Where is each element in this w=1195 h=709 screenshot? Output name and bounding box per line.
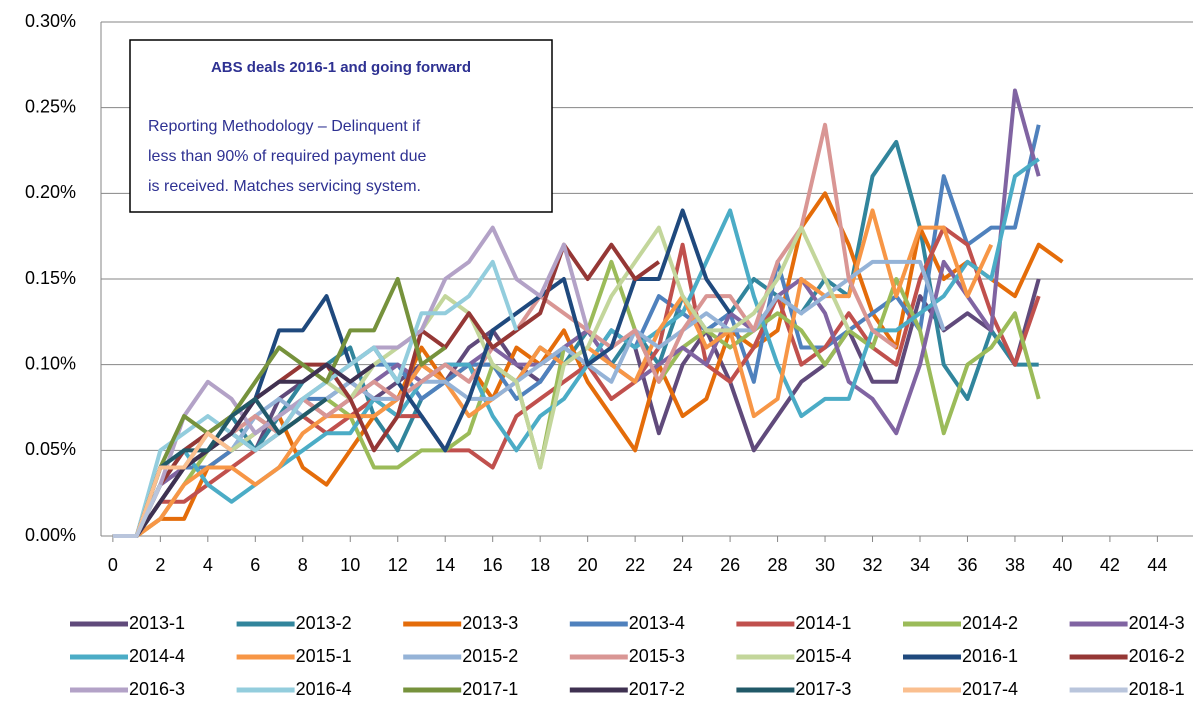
y-tick-label: 0.25% bbox=[25, 96, 76, 116]
legend-label: 2017-1 bbox=[462, 679, 518, 699]
legend-label: 2016-3 bbox=[129, 679, 185, 699]
legend-label: 2014-3 bbox=[1129, 613, 1185, 633]
series-line bbox=[112, 483, 163, 538]
x-tick-label: 4 bbox=[203, 555, 213, 575]
x-tick-label: 18 bbox=[530, 555, 550, 575]
x-tick-label: 20 bbox=[578, 555, 598, 575]
legend-label: 2016-2 bbox=[1129, 646, 1185, 666]
legend-label: 2018-1 bbox=[1129, 679, 1185, 699]
y-tick-label: 0.20% bbox=[25, 182, 76, 202]
y-tick-label: 0.30% bbox=[25, 11, 76, 31]
legend-label: 2016-1 bbox=[962, 646, 1018, 666]
x-tick-label: 2 bbox=[155, 555, 165, 575]
series-line bbox=[112, 139, 1039, 538]
x-tick-label: 22 bbox=[625, 555, 645, 575]
legend-label: 2017-3 bbox=[795, 679, 851, 699]
legend-label: 2017-2 bbox=[629, 679, 685, 699]
series-line bbox=[112, 362, 376, 538]
x-tick-label: 34 bbox=[910, 555, 930, 575]
legend-label: 2013-4 bbox=[629, 613, 685, 633]
annotation-line: less than 90% of required payment due bbox=[148, 148, 427, 165]
annotation-line: Reporting Methodology – Delinquent if bbox=[148, 118, 421, 135]
x-tick-label: 0 bbox=[108, 555, 118, 575]
legend-label: 2015-2 bbox=[462, 646, 518, 666]
x-tick-label: 44 bbox=[1147, 555, 1167, 575]
x-tick-label: 42 bbox=[1100, 555, 1120, 575]
x-tick-label: 28 bbox=[768, 555, 788, 575]
legend-label: 2013-2 bbox=[296, 613, 352, 633]
x-tick-label: 38 bbox=[1005, 555, 1025, 575]
legend: 2013-1 2013-2 2013-3 2013-4 2014-1 2014-2 2014… bbox=[70, 613, 1185, 699]
legend-label: 2015-1 bbox=[296, 646, 352, 666]
y-tick-label: 0.10% bbox=[25, 353, 76, 373]
x-tick-label: 40 bbox=[1052, 555, 1072, 575]
series-line bbox=[112, 259, 946, 538]
legend-label: 2013-1 bbox=[129, 613, 185, 633]
x-tick-label: 32 bbox=[863, 555, 883, 575]
x-tick-label: 26 bbox=[720, 555, 740, 575]
y-tick-label: 0.15% bbox=[25, 268, 76, 288]
legend-label: 2016-4 bbox=[296, 679, 352, 699]
annotation-box bbox=[129, 39, 553, 213]
legend-label: 2013-3 bbox=[462, 613, 518, 633]
annotation-line: is received. Matches servicing system. bbox=[148, 178, 421, 195]
y-tick-label: 0.05% bbox=[25, 439, 76, 459]
legend-label: 2014-1 bbox=[795, 613, 851, 633]
x-tick-label: 10 bbox=[340, 555, 360, 575]
legend-label: 2017-4 bbox=[962, 679, 1018, 699]
x-tick-label: 36 bbox=[957, 555, 977, 575]
legend-label: 2014-2 bbox=[962, 613, 1018, 633]
annotation-title: ABS deals 2016-1 and going forward bbox=[211, 59, 471, 76]
legend-label: 2014-4 bbox=[129, 646, 185, 666]
series-line bbox=[112, 259, 519, 538]
x-tick-label: 6 bbox=[250, 555, 260, 575]
x-tick-label: 24 bbox=[673, 555, 693, 575]
x-tick-label: 14 bbox=[435, 555, 455, 575]
x-tick-label: 8 bbox=[298, 555, 308, 575]
y-tick-label: 0.00% bbox=[25, 525, 76, 545]
series-line bbox=[112, 277, 447, 538]
x-tick-label: 30 bbox=[815, 555, 835, 575]
legend-label: 2015-3 bbox=[629, 646, 685, 666]
x-tick-label: 16 bbox=[483, 555, 503, 575]
series-line bbox=[112, 225, 851, 538]
legend-label: 2015-4 bbox=[795, 646, 851, 666]
series-lines bbox=[112, 88, 1064, 538]
x-tick-label: 12 bbox=[388, 555, 408, 575]
